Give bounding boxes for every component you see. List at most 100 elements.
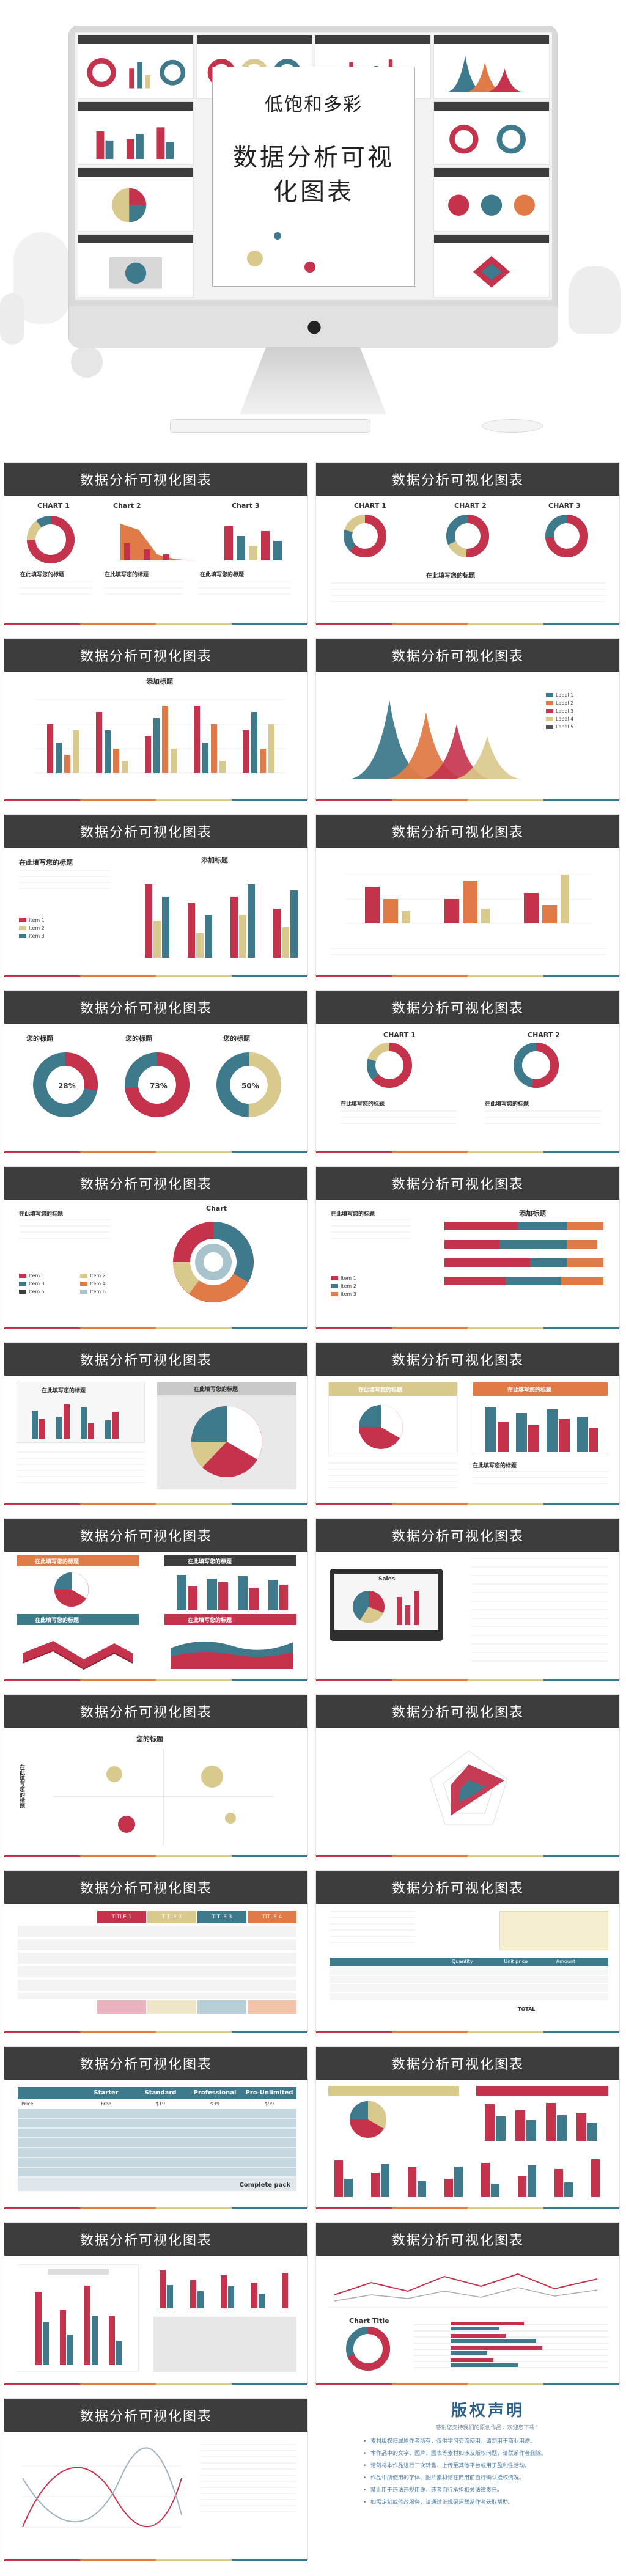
- price-cell: Free: [101, 2101, 111, 2107]
- legend-label: Label 2: [556, 700, 574, 706]
- block-heading: 在此填写您的标题: [105, 572, 149, 578]
- legend-label: Item 4: [90, 1281, 106, 1286]
- legend-label: Item 1: [341, 1275, 356, 1281]
- slide-title: 数据分析可视化图表: [80, 1881, 213, 1896]
- text-placeholder: [200, 2444, 296, 2517]
- slide: 数据分析可视化图表 Sales: [315, 1518, 620, 1684]
- pricing-table: Starter Standard Professional Pro-Unlimi…: [18, 2087, 296, 2191]
- slide: 数据分析可视化图表: [315, 814, 620, 980]
- legend-label: Label 1: [556, 692, 574, 698]
- block-heading: 在此填写您的标题: [20, 572, 65, 578]
- slide: 数据分析可视化图表 添加标题: [4, 638, 308, 804]
- card-title: 在此填写您的标题: [188, 1559, 232, 1565]
- legend-label: Item 2: [90, 1273, 106, 1279]
- slide-title: 数据分析可视化图表: [392, 1881, 525, 1896]
- slide: 数据分析可视化图表 Quantity Unit price Amount TOT…: [315, 1870, 620, 2036]
- chart-title: Chart Title: [349, 2317, 389, 2325]
- monitor-screen: 低饱和多彩 数据分析可视化图表: [75, 32, 552, 300]
- slide-title: 数据分析可视化图表: [80, 825, 213, 840]
- monitor: 低饱和多彩 数据分析可视化图表 ●: [68, 26, 558, 348]
- slide: 数据分析可视化图表 Label 1 Label 2 Label 3 Label …: [315, 638, 620, 804]
- slide: 数据分析可视化图表: [4, 2222, 308, 2388]
- slide: 数据分析可视化图表 在此填写您的标题 在此填写您的标题 在此填写您的标题: [315, 1342, 620, 1508]
- slide-title: 数据分析可视化图表: [80, 649, 213, 664]
- column-header: TITLE 4: [248, 1911, 296, 1923]
- chart-label: CHART 1: [37, 502, 70, 510]
- chart-title: 添加标题: [201, 856, 228, 864]
- device-mockup: Sales: [330, 1569, 443, 1641]
- column-header: TITLE 3: [197, 1911, 246, 1923]
- card: 在此填写您的标题: [157, 1382, 296, 1489]
- list-item: 本作品中的文字、图片、图表等素材如涉及版权问题，请联系作者删除。: [362, 2449, 614, 2458]
- block-heading: 在此填写您的标题: [473, 1463, 517, 1469]
- bubble: [304, 262, 315, 273]
- legend-label: Item 3: [341, 1291, 356, 1297]
- slide: 数据分析可视化图表 在此填写您的标题 Item 1 Item 2 Item 3 …: [4, 814, 308, 980]
- column-header: Amount: [556, 1959, 576, 1964]
- card: [153, 2264, 296, 2308]
- chart-label: CHART 3: [548, 502, 581, 510]
- legend-label: Item 2: [29, 925, 45, 931]
- cover-card: 低饱和多彩 数据分析可视化图表: [212, 67, 415, 287]
- column-header: TITLE 2: [147, 1911, 196, 1923]
- plan-header: Pro-Unlimited: [245, 2090, 293, 2096]
- copyright-panel: 版权声明 感谢您支持我们的原创作品，欢迎您下载！ 素材版权归属原作者所有，仅供学…: [362, 2398, 614, 2511]
- block-heading: 在此填写您的标题: [485, 1101, 529, 1107]
- card: 在此填写您的标题: [17, 1382, 145, 1443]
- text-placeholder: [331, 948, 606, 960]
- chart-label: CHART 2: [528, 1031, 560, 1039]
- table-body: [18, 2109, 296, 2178]
- card-header: [328, 2086, 459, 2096]
- monitor-stand: [240, 347, 386, 414]
- list-item: 作品中所使用的字体、图片素材请在商用前自行确认授权情况。: [362, 2474, 614, 2482]
- slide: 数据分析可视化图表 CHART 1 CHART 2 在此填写您的标题 在此填写您…: [315, 990, 620, 1156]
- percent-label: 50%: [241, 1082, 259, 1090]
- bubble: [274, 232, 281, 240]
- copyright-title: 版权声明: [451, 2402, 525, 2420]
- slide: 数据分析可视化图表 在此填写您的标题 在此填写您的标题 在此填写您的标题 在此填…: [4, 1518, 308, 1684]
- total-label: TOTAL: [518, 2006, 536, 2012]
- block-heading: 在此填写您的标题: [19, 1211, 64, 1217]
- slide-title: 数据分析可视化图表: [80, 2057, 213, 2072]
- chart-title: 添加标题: [146, 678, 173, 686]
- legend-label: Item 1: [29, 917, 45, 923]
- block-heading: 您的标题: [26, 1035, 53, 1043]
- slide: 数据分析可视化图表 Starter Standard Professional …: [4, 2046, 308, 2212]
- chart-label: CHART 1: [383, 1031, 416, 1039]
- legend: Item 1 Item 2 Item 3 Item 4 Item 5 Item …: [19, 1273, 141, 1297]
- legend: Label 1 Label 2 Label 3 Label 4 Label 5: [546, 692, 573, 732]
- text-placeholder: [103, 581, 183, 600]
- text-placeholder: [471, 1558, 608, 1665]
- legend-label: Item 5: [29, 1289, 45, 1294]
- chart-title: 添加标题: [519, 1209, 546, 1217]
- slide-title: 数据分析可视化图表: [392, 2233, 525, 2248]
- card-title: 在此填写您的标题: [188, 1618, 232, 1624]
- thumbnail: [433, 101, 550, 165]
- card-title: 在此填写您的标题: [42, 1388, 86, 1394]
- slide-title: 数据分析可视化图表: [80, 1353, 213, 1368]
- slide-title: 数据分析可视化图表: [392, 1177, 525, 1192]
- chart-label: CHART 1: [354, 502, 386, 510]
- list-item: 如需定制或修改服务，请通过正规渠道联系作者获取帮助。: [362, 2498, 614, 2507]
- text-placeholder: [331, 1219, 410, 1241]
- thumbnail: [78, 35, 194, 99]
- text-placeholder: [328, 1462, 458, 1489]
- chart-title: 您的标题: [136, 1735, 163, 1743]
- list-item: 素材版权归属原作者所有，仅供学习交流使用，请勿用于商业用途。: [362, 2437, 614, 2446]
- slide-title: 数据分析可视化图表: [392, 1529, 525, 1544]
- slide: 数据分析可视化图表 在此填写您的标题 添加标题 Item 1 Item 2 It…: [315, 1166, 620, 1332]
- legend-label: Item 1: [29, 1273, 45, 1279]
- hero-section: 低饱和多彩 数据分析可视化图表 ●: [0, 0, 626, 452]
- slide: 数据分析可视化图表 在此填写您的标题 Chart Item 1 Item 2 I…: [4, 1166, 308, 1332]
- text-placeholder: [19, 870, 111, 894]
- chart-label: CHART 2: [454, 502, 487, 510]
- block-heading: 在此填写您的标题: [426, 573, 475, 579]
- bubble: [247, 251, 263, 266]
- slide: 数据分析可视化图表: [315, 1694, 620, 1860]
- cover-subtitle: 低饱和多彩: [265, 94, 363, 116]
- card-title: 在此填写您的标题: [507, 1387, 552, 1393]
- column-header: Quantity: [452, 1959, 473, 1964]
- slide-title: 数据分析可视化图表: [392, 1353, 525, 1368]
- legend: Item 1 Item 2 Item 3: [19, 917, 45, 941]
- slide: 数据分析可视化图表 TITLE 1 TITLE 2 TITLE 3 TITLE …: [4, 1870, 308, 2036]
